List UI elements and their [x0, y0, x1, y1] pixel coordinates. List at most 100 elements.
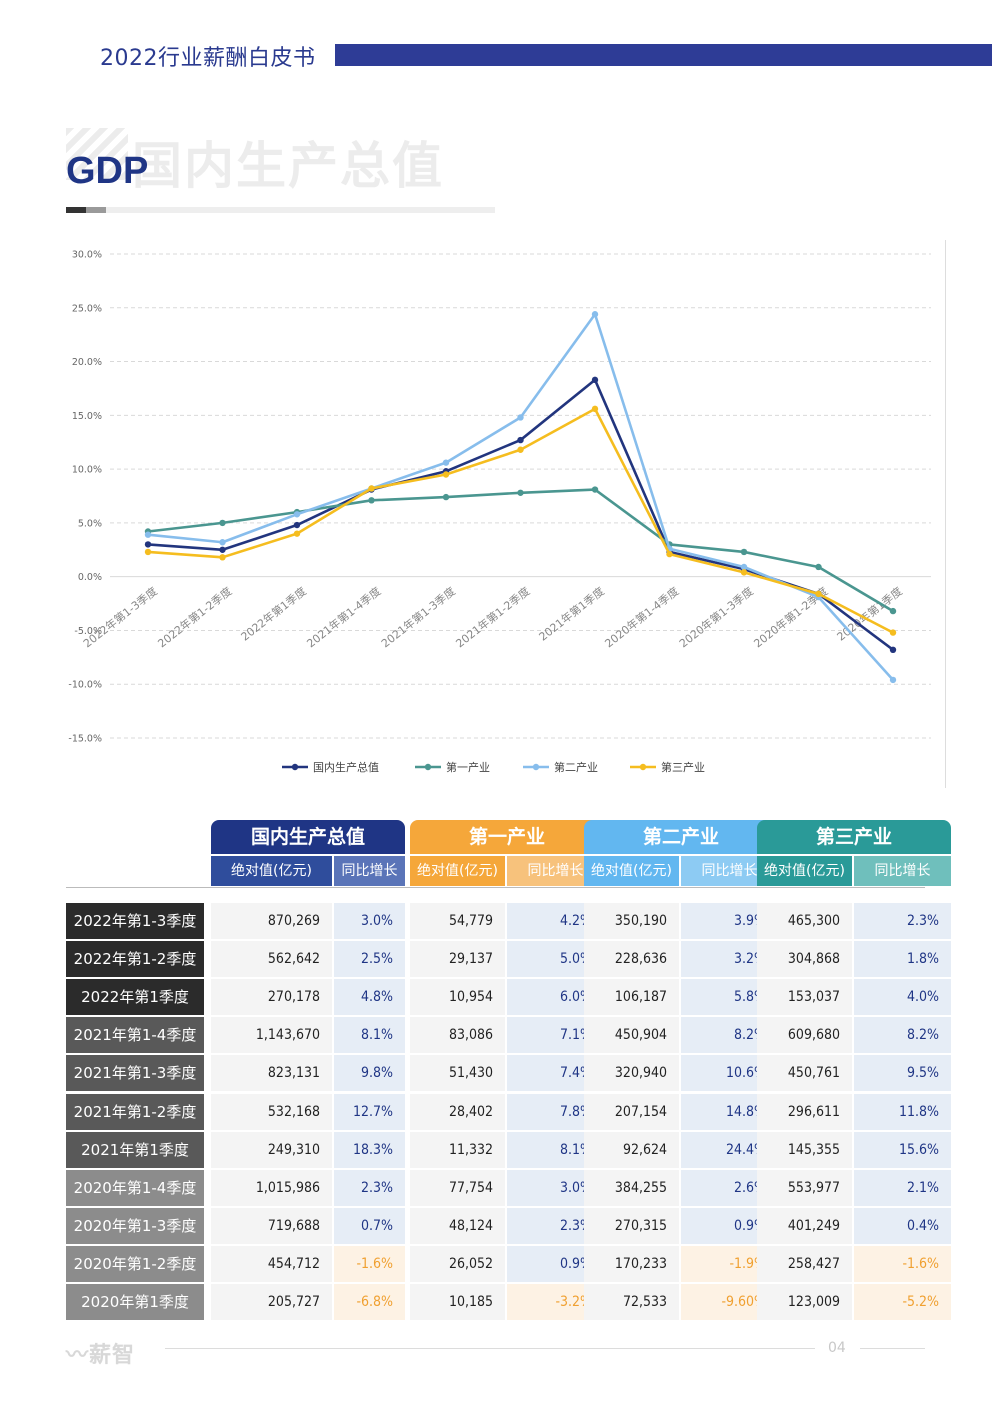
yoy-growth-cell: 2.1%: [854, 1169, 951, 1206]
yoy-growth-cell: 4.0%: [854, 979, 951, 1016]
section-background-title: 国内生产总值: [132, 137, 444, 195]
data-point: [889, 607, 897, 615]
legend-marker: [424, 763, 432, 771]
x-tick-label: 2022年第1-2季度: [155, 584, 235, 650]
data-point: [219, 546, 226, 553]
data-point: [815, 563, 822, 571]
y-tick-label: 10.0%: [72, 465, 102, 476]
subheader-absolute-value: 绝对值(亿元): [584, 856, 679, 886]
yoy-growth-cell: 18.3%: [334, 1131, 405, 1168]
absolute-value-cell: 29,137: [410, 941, 505, 978]
group-header: 第二产业: [584, 820, 778, 854]
absolute-value-cell: 450,904: [584, 1017, 679, 1054]
absolute-value-cell: 26,052: [410, 1245, 505, 1282]
absolute-value-cell: 145,355: [757, 1131, 852, 1168]
x-tick-label: 2022年第1季度: [238, 584, 309, 644]
data-point: [591, 311, 599, 318]
row-label: 2020年第1-2季度: [66, 1245, 204, 1282]
x-tick-label: 2021年第1-4季度: [304, 584, 384, 650]
absolute-value-cell: 350,190: [584, 903, 679, 939]
section-title: GDP: [66, 150, 149, 192]
x-tick-label: 2022年第1-3季度: [80, 584, 160, 650]
row-label: 2021年第1季度: [66, 1131, 204, 1168]
absolute-value-cell: 465,300: [757, 903, 852, 939]
row-label: 2022年第1-2季度: [66, 941, 204, 978]
logo-text: 薪智: [89, 1343, 136, 1368]
data-point: [219, 519, 226, 527]
x-tick-label: 2021年第1-2季度: [453, 584, 533, 650]
row-label: 2021年第1-2季度: [66, 1093, 204, 1130]
absolute-value-cell: 153,037: [757, 979, 852, 1016]
data-point: [442, 459, 450, 466]
legend-marker: [639, 763, 647, 771]
footer-logo: 〰薪智: [66, 1337, 135, 1369]
absolute-value-cell: 553,977: [757, 1169, 852, 1206]
group-header: 第一产业: [410, 820, 604, 854]
x-tick-label: 2021年第1-3季度: [378, 584, 458, 650]
data-point: [666, 550, 673, 558]
yoy-growth-cell: 12.7%: [334, 1093, 405, 1130]
y-tick-label: 25.0%: [72, 303, 102, 314]
absolute-value-cell: 92,624: [584, 1131, 679, 1168]
data-point: [591, 405, 599, 413]
data-point: [815, 590, 822, 598]
y-tick-label: 5.0%: [78, 518, 102, 529]
yoy-growth-cell: 15.6%: [854, 1131, 951, 1168]
subheader-yoy-growth: 同比增长: [334, 856, 405, 886]
group-header: 第三产业: [757, 820, 951, 854]
absolute-value-cell: 320,940: [584, 1055, 679, 1092]
legend-label: 第二产业: [554, 760, 598, 774]
data-point: [517, 436, 524, 444]
absolute-value-cell: 384,255: [584, 1169, 679, 1206]
data-point: [368, 485, 375, 492]
absolute-value-cell: 77,754: [410, 1169, 505, 1206]
absolute-value-cell: 249,310: [211, 1131, 332, 1168]
absolute-value-cell: 719,688: [211, 1207, 332, 1244]
section-underline: [66, 207, 495, 213]
absolute-value-cell: 562,642: [211, 941, 332, 978]
absolute-value-cell: 270,178: [211, 979, 332, 1016]
absolute-value-cell: 10,185: [410, 1284, 505, 1320]
legend-label: 第一产业: [446, 760, 490, 774]
absolute-value-cell: 83,086: [410, 1017, 505, 1054]
yoy-growth-cell: 3.0%: [334, 903, 405, 939]
yoy-growth-cell: 2.5%: [334, 941, 405, 978]
absolute-value-cell: 72,533: [584, 1284, 679, 1320]
subheader-absolute-value: 绝对值(亿元): [211, 856, 332, 886]
x-tick-label: 2020年第1-3季度: [676, 584, 756, 650]
data-point: [889, 676, 897, 684]
chart-right-border: [945, 240, 946, 788]
footer-line: [165, 1348, 815, 1349]
chart-svg: 30.0% 25.0% 20.0% 15.0% 10.0% 5.0% 0.0% -5.0% -1…: [68, 250, 931, 774]
subheader-absolute-value: 绝对值(亿元): [410, 856, 505, 886]
data-point: [889, 646, 897, 654]
absolute-value-cell: 450,761: [757, 1055, 852, 1092]
yoy-growth-cell: 0.7%: [334, 1207, 405, 1244]
y-tick-label: 0.0%: [78, 572, 102, 583]
x-tick-label: 2021年第1季度: [536, 584, 607, 644]
yoy-growth-cell: 9.8%: [334, 1055, 405, 1092]
absolute-value-cell: 228,636: [584, 941, 679, 978]
data-point: [144, 541, 152, 548]
yoy-growth-cell: -6.8%: [334, 1284, 405, 1320]
header-bar: [335, 44, 992, 66]
absolute-value-cell: 258,427: [757, 1245, 852, 1282]
absolute-value-cell: 170,233: [584, 1245, 679, 1282]
group-header: 国内生产总值: [211, 820, 405, 854]
data-point: [144, 531, 152, 538]
legend-label: 第三产业: [661, 760, 705, 774]
absolute-value-cell: 870,269: [211, 903, 332, 939]
data-point: [517, 489, 524, 496]
data-point: [219, 554, 226, 561]
yoy-growth-cell: 11.8%: [854, 1093, 951, 1130]
row-label: 2021年第1-3季度: [66, 1055, 204, 1092]
data-point: [517, 414, 524, 421]
y-tick-label: 30.0%: [72, 250, 102, 261]
absolute-value-cell: 823,131: [211, 1055, 332, 1092]
absolute-value-cell: 1,143,670: [211, 1017, 332, 1054]
yoy-growth-cell: 4.8%: [334, 979, 405, 1016]
report-title: 2022行业薪酬白皮书: [100, 46, 316, 71]
yoy-growth-cell: 0.4%: [854, 1207, 951, 1244]
absolute-value-cell: 609,680: [757, 1017, 852, 1054]
page-number: 04: [828, 1340, 846, 1356]
